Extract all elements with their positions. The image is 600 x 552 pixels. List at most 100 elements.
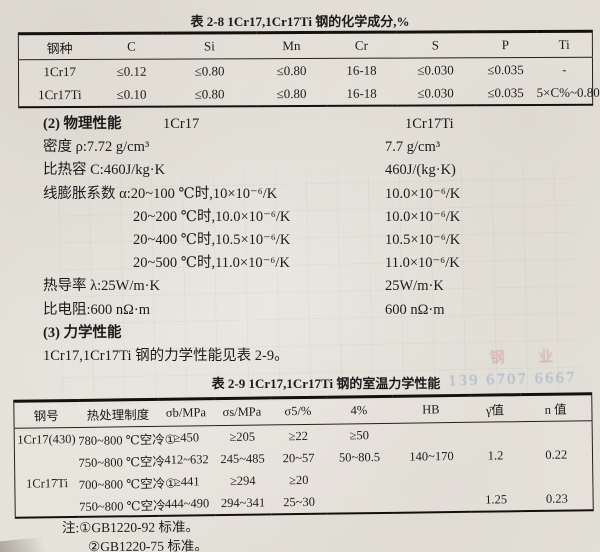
table-cell: ≤0.035 — [487, 61, 524, 77]
table-2-9: 钢号 热处理制度 σb/MPa σs/MPa σ5/% 4% HB γ̄值 n 值 1Cr17(… — [13, 392, 594, 519]
table-cell — [393, 489, 471, 513]
physical-properties-heading-row: (2) 物理性能 1Cr17 1Cr17Ti — [0, 113, 600, 136]
table-cell — [393, 467, 471, 490]
column-header: Mn — [256, 32, 327, 59]
table-cell: 0.23 — [545, 491, 568, 506]
table-cell: ≤0.10 — [116, 86, 147, 102]
table-cell: 1Cr17 — [43, 63, 77, 79]
property-value: 11.0×10⁻⁶/K — [385, 255, 460, 272]
property-label: 密度 ρ:7.72 g/cm³ — [43, 139, 150, 156]
property-value: 25W/m·K — [385, 278, 444, 295]
column-header: n 值 — [519, 393, 593, 422]
property-line: 比热容 C:460J/kg·K 460J/(kg·K) — [0, 159, 600, 182]
table-cell: ≥22 — [288, 428, 309, 443]
column-header: S — [396, 31, 475, 59]
table-cell — [520, 421, 592, 444]
table-cell: 50~80.5 — [338, 449, 381, 465]
property-value: 600 nΩ·m — [385, 301, 445, 318]
table-2-8-title: 表 2-8 1Cr17,1Cr17Ti 钢的化学成分,% — [190, 14, 410, 29]
property-line: 线膨胀系数 α:20~100 ℃时,10×10⁻⁶/K 10.0×10⁻⁶/K — [0, 183, 600, 206]
property-label: 线膨胀系数 α:20~100 ℃时,10×10⁻⁶/K — [43, 185, 278, 202]
table-cell: 245~485 — [220, 451, 265, 466]
table-cell: 5×C%~0.80 — [536, 84, 600, 100]
section-heading: (2) 物理性能 — [43, 116, 122, 132]
property-value: 460J/(kg·K) — [385, 162, 456, 179]
table-cell: ≤0.035 — [487, 84, 524, 100]
table-cell: 25~30 — [283, 494, 316, 509]
table-cell — [392, 422, 470, 446]
table-cell: 20~57 — [282, 450, 315, 465]
table-cell: ≤0.12 — [116, 63, 147, 79]
table-2-9-title: 表 2-9 1Cr17,1Cr17Ti 钢的室温力学性能 — [211, 376, 441, 391]
mechanical-text-row: 1Cr17,1Cr17Ti 钢的力学性能见表 2-9。 — [0, 345, 600, 368]
table-cell: ≥20 — [289, 472, 309, 487]
column-header: HB — [391, 395, 471, 424]
table-cell: 294~341 — [220, 495, 266, 510]
table-2-8: 钢种 C Si Mn Cr S P Ti 1Cr17 ≤0.12 ≤0.80 ≤0.80 16-18 ≤… — [17, 29, 600, 109]
table-cell: ≥205 — [229, 429, 256, 444]
table-2-8-header-row: 钢种 C Si Mn Cr S P Ti — [18, 31, 593, 60]
table-cell — [470, 422, 520, 445]
table-cell: 1Cr17(430) — [17, 431, 76, 447]
table-cell: 0.22 — [545, 447, 568, 462]
mechanical-heading-row: (3) 力学性能 — [0, 322, 600, 345]
physical-properties-section: (2) 物理性能 1Cr17 1Cr17Ti 密度 ρ:7.72 g/cm³ 7.… — [0, 113, 600, 368]
property-lines: 密度 ρ:7.72 g/cm³ 7.7 g/cm³ 比热容 C:460J/kg·K 4… — [0, 136, 600, 322]
property-label: 20~200 ℃时,10.0×10⁻⁶/K — [133, 208, 291, 225]
column-header: Ti — [536, 31, 593, 58]
column-header: 钢种 — [18, 33, 101, 60]
table-cell: 750~800 ℃空冷 — [79, 498, 166, 514]
property-line: 密度 ρ:7.72 g/cm³ 7.7 g/cm³ — [0, 136, 600, 159]
table-cell: 16-18 — [346, 85, 377, 101]
table-cell: ≥50 — [349, 427, 370, 442]
footnote-1: 注:①GB1220-92 标准。 — [61, 519, 199, 536]
column-title-1cr17ti: 1Cr17Ti — [405, 116, 454, 132]
table-cell: 140~170 — [409, 448, 454, 464]
table-cell: ≤0.80 — [194, 85, 225, 101]
table-cell: ≤0.030 — [417, 61, 454, 78]
property-line: 20~400 ℃时,10.5×10⁻⁶/K 10.5×10⁻⁶/K — [0, 229, 600, 252]
column-title-1cr17: 1Cr17 — [163, 116, 200, 132]
table-cell: ≤0.80 — [276, 62, 307, 78]
column-header: P — [474, 31, 537, 58]
table-cell — [327, 468, 393, 491]
property-value: 10.0×10⁻⁶/K — [385, 208, 461, 225]
property-line: 20~200 ℃时,10.0×10⁻⁶/K 10.0×10⁻⁶/K — [0, 206, 600, 229]
property-label: 20~500 ℃时,11.0×10⁻⁶/K — [133, 255, 290, 272]
table-cell: - — [562, 61, 567, 77]
column-header: C — [100, 33, 163, 60]
property-label: 热导率 λ:25W/m·K — [43, 278, 160, 295]
table-cell: 1Cr17Ti — [38, 86, 82, 102]
column-header: γ̄值 — [469, 394, 521, 423]
property-label: 20~400 ℃时,10.5×10⁻⁶/K — [133, 231, 291, 248]
property-label: 比热容 C:460J/kg·K — [43, 162, 166, 179]
table-cell — [471, 466, 521, 489]
table-cell: 700~800 ℃空冷① — [78, 476, 177, 492]
table-row: 1Cr17 ≤0.12 ≤0.80 ≤0.80 16-18 ≤0.030 ≤0.035 - — [18, 57, 592, 83]
property-value: 7.7 g/cm³ — [385, 139, 441, 156]
table-cell: 444~490 — [164, 495, 210, 511]
column-header: 4% — [325, 396, 393, 425]
table-row: 1Cr17Ti ≤0.10 ≤0.80 ≤0.80 16-18 ≤0.030 ≤0.035 5… — [19, 81, 600, 108]
table-cell: ≤0.80 — [276, 85, 307, 101]
column-header: 热处理制度 — [77, 399, 159, 428]
property-value: 10.5×10⁻⁶/K — [385, 231, 461, 248]
table-cell: 1Cr17Ti — [26, 475, 69, 491]
property-line: 热导率 λ:25W/m·K 25W/m·K — [0, 275, 600, 298]
column-header: σ5/% — [269, 397, 327, 425]
table-cell — [14, 450, 78, 473]
table-cell — [521, 465, 593, 488]
table-cell — [15, 494, 79, 518]
table-cell: 16-18 — [346, 62, 377, 78]
table-cell: 780~800 ℃空冷① — [78, 432, 176, 448]
property-value: 10.0×10⁻⁶/K — [385, 185, 461, 202]
table-cell: 412~632 — [164, 451, 209, 467]
column-header: Cr — [326, 32, 397, 59]
column-header: σb/MPa — [157, 398, 215, 427]
table-cell: ≥294 — [229, 473, 256, 488]
table-cell: ≤0.80 — [194, 62, 225, 78]
column-header: σs/MPa — [213, 397, 271, 426]
property-line: 比电阻:600 nΩ·m 600 nΩ·m — [0, 299, 600, 322]
footnote-2: ②GB1220-75 标准。 — [88, 538, 208, 552]
